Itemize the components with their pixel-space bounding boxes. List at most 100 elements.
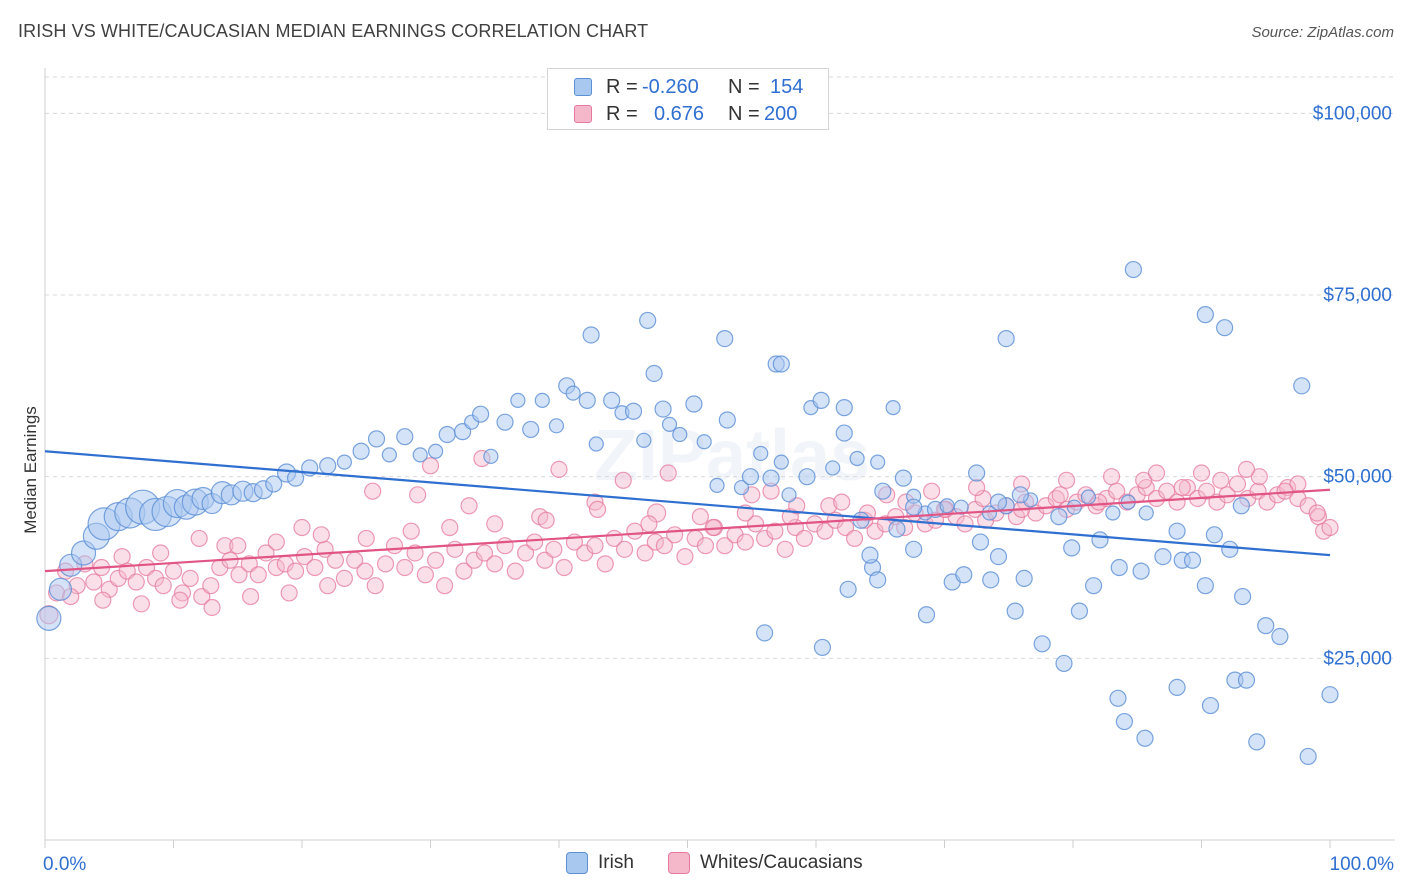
white-point	[1321, 518, 1339, 537]
irish-point	[588, 436, 604, 452]
white-point	[154, 577, 172, 595]
white-point	[376, 555, 395, 573]
irish-point	[762, 469, 780, 487]
irish-trend-line	[44, 450, 1331, 557]
white-point	[766, 522, 784, 540]
white-point	[357, 529, 375, 548]
white-point	[396, 558, 414, 577]
watermark: ZIPatlas	[594, 416, 870, 496]
n-label: N =	[728, 103, 760, 125]
white-point	[776, 540, 794, 558]
white-point	[293, 518, 311, 537]
irish-point	[1109, 689, 1127, 707]
white-point	[249, 566, 267, 584]
white-point	[267, 558, 285, 577]
irish-point	[636, 432, 652, 448]
white-point	[586, 537, 604, 555]
white-point	[636, 544, 654, 562]
irish-point	[1136, 729, 1154, 747]
irish-point	[971, 533, 990, 551]
white-point	[436, 577, 454, 595]
irish-point	[1293, 377, 1311, 395]
irish-point	[36, 605, 62, 631]
irish-point	[510, 392, 526, 408]
stats-legend: R = -0.260 N = 154 R = 0.676 N = 200	[547, 68, 829, 130]
white-point	[1192, 464, 1211, 482]
irish-point	[1201, 696, 1220, 715]
irish-point	[1080, 489, 1097, 505]
white-point	[385, 537, 404, 555]
white-point	[109, 569, 127, 588]
white-point	[1250, 468, 1268, 486]
white-point	[402, 522, 420, 540]
irish-point	[1183, 551, 1202, 569]
white-point	[486, 515, 504, 533]
irish-point	[835, 399, 853, 417]
white-point	[550, 460, 568, 478]
white-point	[441, 518, 459, 537]
irish-point	[319, 457, 337, 475]
irish-point	[438, 425, 456, 444]
irish-point	[1168, 678, 1186, 697]
irish-point	[428, 443, 444, 459]
irish-point	[696, 434, 712, 450]
irish-point	[1063, 539, 1081, 557]
irish-point	[1168, 522, 1186, 540]
white-point	[1308, 504, 1326, 522]
irish-point	[1015, 569, 1033, 588]
n-value: 154	[770, 76, 804, 98]
irish-point	[352, 442, 370, 460]
irish-point	[1257, 617, 1275, 635]
white-point	[267, 533, 285, 551]
irish-point	[917, 606, 936, 624]
white-point	[306, 558, 324, 577]
y-tick-label: $50,000	[1323, 467, 1392, 488]
irish-point	[1110, 558, 1128, 577]
white-point	[833, 493, 851, 511]
white-point	[555, 558, 573, 577]
legend-row-whites: R = 0.676 N = 200	[548, 101, 828, 127]
irish-point	[773, 454, 789, 470]
irish-point	[685, 395, 703, 413]
white-point	[646, 533, 664, 551]
irish-point	[265, 475, 283, 493]
white-point	[460, 497, 478, 515]
irish-point	[639, 311, 657, 330]
white-point	[356, 562, 374, 580]
irish-point	[336, 454, 353, 470]
white-point	[1173, 478, 1191, 497]
irish-point	[1050, 508, 1068, 526]
irish-point	[381, 447, 397, 463]
irish-point	[624, 402, 643, 420]
white-point	[696, 537, 715, 555]
white-point	[94, 591, 112, 609]
white-point	[242, 587, 260, 606]
irish-point	[894, 469, 912, 487]
irish-point	[813, 638, 832, 657]
white-point	[202, 577, 220, 595]
white-point	[455, 562, 473, 580]
irish-point	[1196, 577, 1214, 595]
irish-point	[1105, 505, 1121, 521]
irish-point	[1055, 654, 1073, 673]
white-point	[152, 544, 170, 562]
white-point	[364, 482, 382, 500]
white-point	[475, 544, 494, 562]
irish-point	[582, 326, 600, 344]
white-point	[190, 529, 208, 548]
x-tick-label: 100.0%	[1330, 854, 1395, 875]
irish-point	[578, 391, 596, 409]
white-point	[1168, 493, 1186, 511]
r-value: 0.676	[654, 103, 705, 125]
white-point	[312, 526, 330, 544]
r-label: R =	[606, 103, 638, 125]
trend-lines	[44, 450, 1331, 573]
irish-point	[874, 482, 892, 500]
white-point	[691, 508, 709, 526]
irish-point	[1070, 602, 1089, 620]
irish-point	[839, 580, 857, 598]
irish-point	[548, 418, 565, 434]
irish-point	[982, 571, 1000, 589]
white-point	[421, 457, 440, 475]
